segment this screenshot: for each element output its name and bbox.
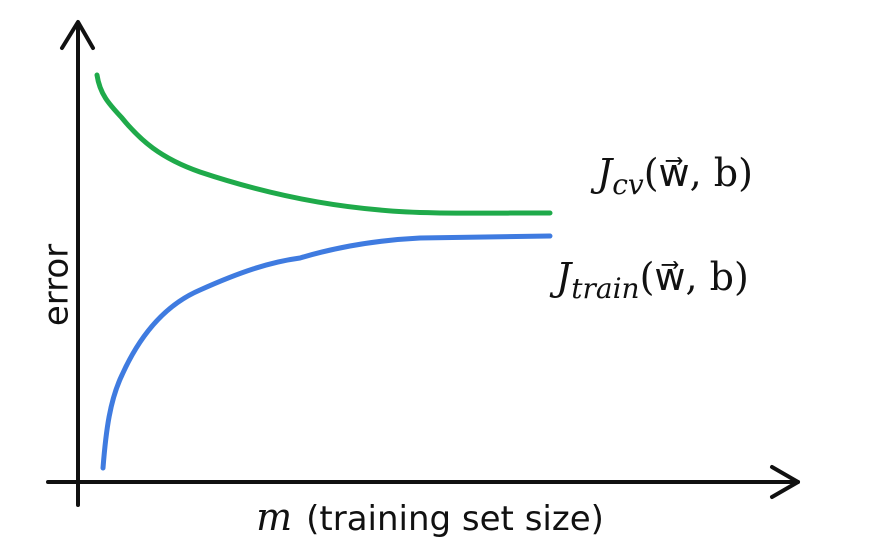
y-arrow — [60, 20, 95, 50]
train-curve — [100, 233, 553, 471]
axes — [46, 20, 800, 507]
train-subscript: train — [571, 272, 639, 305]
x-arrow — [770, 465, 800, 499]
train-args: (w⃗, b) — [640, 255, 749, 299]
train-label: Jtrain(w⃗, b) — [549, 255, 749, 305]
cv-args: (w⃗, b) — [644, 151, 753, 195]
cv-subscript: cv — [612, 168, 644, 201]
x-symbol: m — [256, 495, 292, 539]
x-axis-label: m (training set size) — [256, 495, 604, 539]
y-axis-label: error — [37, 244, 77, 326]
cv-label: Jcv(w⃗, b) — [590, 151, 753, 201]
x-text: (training set size) — [306, 499, 604, 539]
cv-curve — [94, 72, 553, 216]
